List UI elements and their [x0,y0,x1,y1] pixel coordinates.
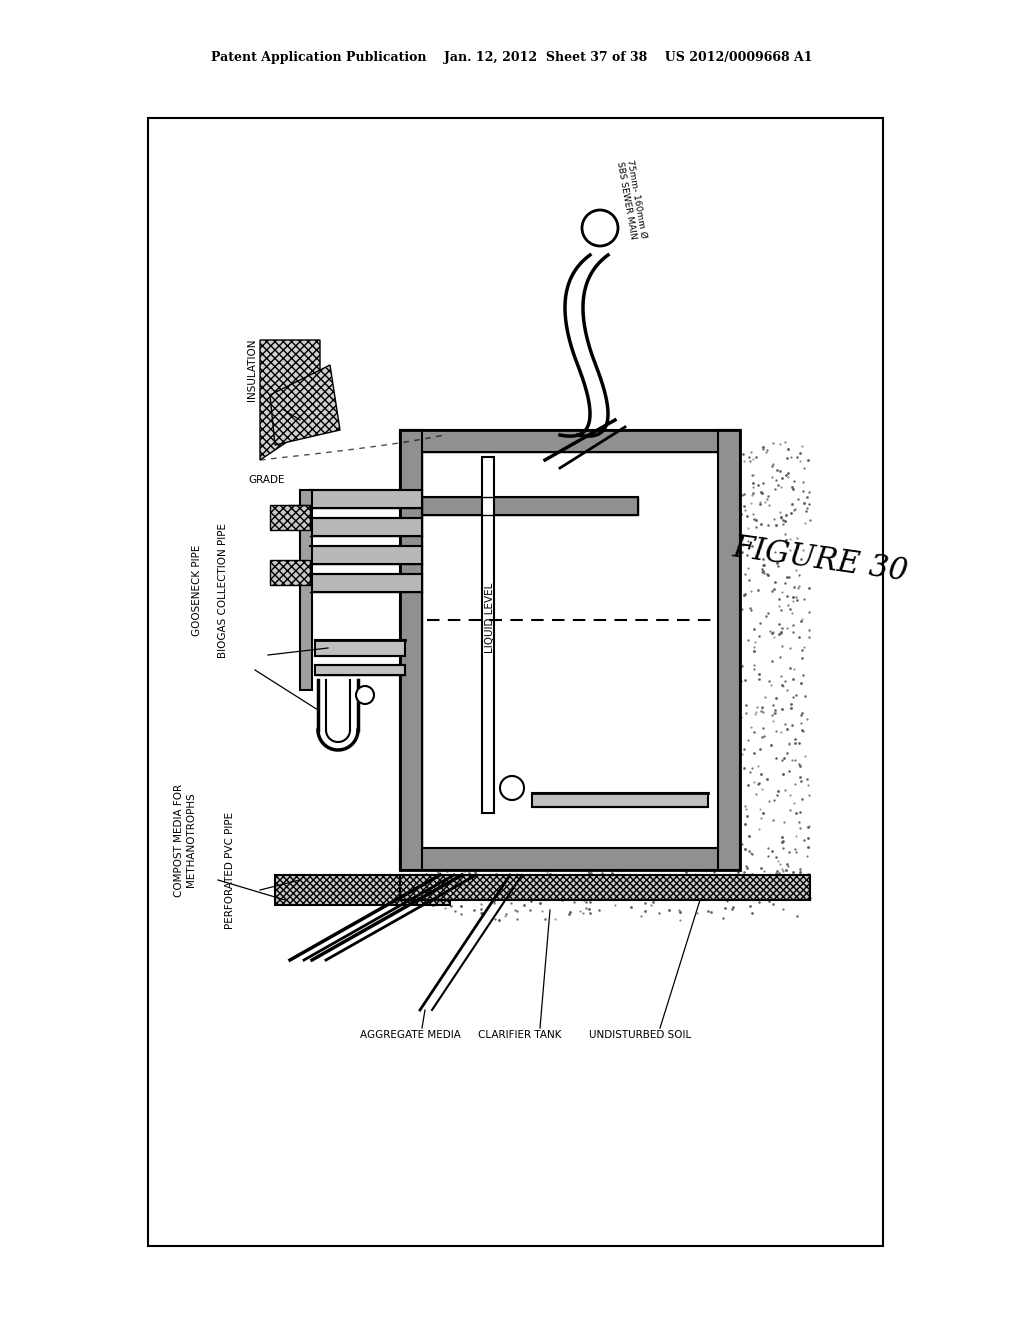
Bar [310,490,422,508]
Bar [270,560,310,585]
Bar [422,451,718,847]
Bar [532,793,708,807]
Bar [482,457,494,813]
Bar [270,506,310,531]
Text: CLARIFIER TANK: CLARIFIER TANK [478,1030,562,1040]
Text: UNDISTURBED SOIL: UNDISTURBED SOIL [589,1030,691,1040]
Bar [310,546,422,564]
Text: AGGREGATE MEDIA: AGGREGATE MEDIA [359,1030,461,1040]
Bar [400,875,810,900]
Bar [148,117,883,1246]
Bar [315,640,406,656]
Text: INSULATION: INSULATION [247,339,257,401]
Circle shape [500,776,524,800]
Bar [422,498,638,515]
Polygon shape [260,341,319,459]
Bar [310,574,422,591]
Bar [310,517,422,536]
Text: Patent Application Publication    Jan. 12, 2012  Sheet 37 of 38    US 2012/00096: Patent Application Publication Jan. 12, … [211,51,813,65]
Text: LIQUID LEVEL: LIQUID LEVEL [485,583,495,653]
Text: GRADE: GRADE [249,475,285,484]
Bar [400,430,740,451]
Bar [275,875,450,906]
Text: 75mm- 160mm Ø
SBS SEWER MAIN: 75mm- 160mm Ø SBS SEWER MAIN [615,158,648,242]
Bar [718,430,740,870]
Bar [400,430,740,870]
Bar [315,665,406,675]
Text: COMPOST MEDIA FOR
METHANOTROPHS: COMPOST MEDIA FOR METHANOTROPHS [174,784,196,896]
Bar [300,490,312,690]
Bar [400,847,740,870]
Bar [422,498,638,515]
Polygon shape [270,366,340,445]
Text: PERFORATED PVC PIPE: PERFORATED PVC PIPE [225,812,234,928]
Text: GOOSENECK PIPE: GOOSENECK PIPE [193,544,202,636]
Circle shape [356,686,374,704]
Text: FIGURE 30: FIGURE 30 [730,532,909,587]
Text: BIOGAS COLLECTION PIPE: BIOGAS COLLECTION PIPE [218,523,228,657]
Circle shape [582,210,618,246]
Bar [400,430,422,870]
